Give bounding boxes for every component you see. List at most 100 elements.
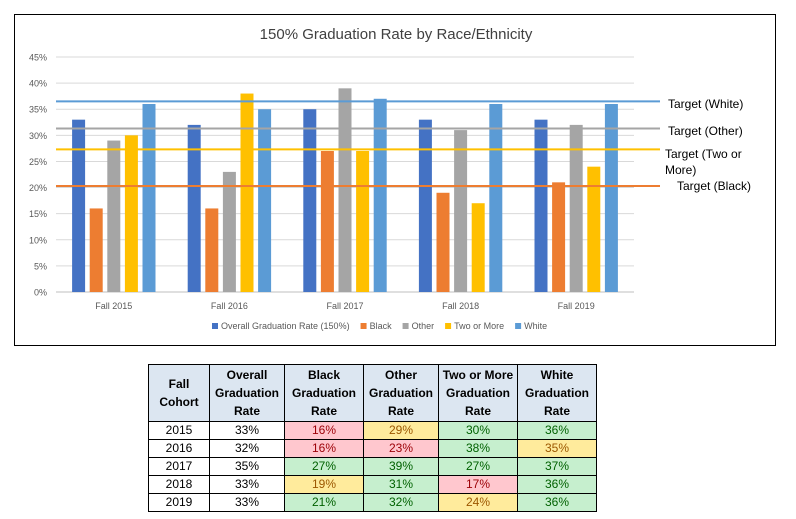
table-header-line: Graduation [368, 386, 433, 400]
bar-black-fall-2017 [320, 151, 334, 292]
table-header-cell: Other Graduation Rate [363, 364, 439, 422]
table-cell: 36% [517, 493, 597, 512]
bar-black-fall-2016 [205, 208, 219, 292]
y-tick-label: 45% [29, 53, 47, 63]
bar-two-or-more-fall-2016 [240, 93, 254, 292]
chart-frame [14, 14, 776, 346]
legend-entry: Overall Graduation Rate (150%) [221, 321, 350, 331]
table-header-line: Rate [387, 404, 414, 418]
table-cell: 29% [363, 421, 439, 440]
bar-other-fall-2018 [454, 130, 468, 292]
target-label-black: Target (Black) [677, 179, 752, 193]
table-cell: 27% [284, 457, 364, 476]
bar-two-or-more-fall-2018 [471, 203, 485, 292]
table-row: 2016 32% 16% 23% 38% 35% [148, 439, 597, 458]
bar-white-fall-2018 [489, 104, 503, 292]
table-header-cell: Two or More Graduation Rate [438, 364, 518, 422]
bar-two-or-more-fall-2015 [124, 135, 138, 292]
table-row: 2018 33% 19% 31% 17% 36% [148, 475, 597, 494]
table-header-line: Black [307, 368, 341, 382]
bar-black-fall-2018 [436, 192, 450, 292]
y-tick-label: 10% [29, 235, 47, 245]
table-cell: 2015 [148, 421, 210, 440]
legend-swatch [212, 323, 218, 329]
legend-entry: White [524, 321, 547, 331]
table-header-line: Rate [464, 404, 491, 418]
table-cell: 2016 [148, 439, 210, 458]
x-tick-label: Fall 2016 [211, 301, 248, 311]
table-header-line: Fall [168, 377, 190, 391]
table-cell: 39% [363, 457, 439, 476]
table-header-cell: White Graduation Rate [517, 364, 597, 422]
bar-white-fall-2017 [373, 98, 387, 293]
table-header-line: Rate [543, 404, 570, 418]
bar-white-fall-2016 [258, 109, 272, 292]
table-header-line: Rate [233, 404, 260, 418]
table-cell: 33% [209, 493, 285, 512]
chart-title: 150% Graduation Rate by Race/Ethnicity [260, 26, 533, 43]
y-tick-label: 20% [29, 183, 47, 193]
table-header-line: Rate [310, 404, 337, 418]
table-cell: 27% [438, 457, 518, 476]
bar-two-or-more-fall-2017 [356, 151, 370, 292]
bar-overall-graduation-rate-150-fall-2018 [418, 119, 432, 293]
table-header-line: Graduation [291, 386, 356, 400]
table-header-cell: Overall Graduation Rate [209, 364, 285, 422]
graduation-table: Fall Cohort Overall Graduation Rate Black Grad… [148, 364, 597, 512]
table-cell: 21% [284, 493, 364, 512]
legend-swatch [360, 323, 367, 329]
target-label-other: Target (Other) [668, 124, 743, 138]
table-cell: 2019 [148, 493, 210, 512]
legend-entry: Other [412, 321, 435, 331]
table-cell: 36% [517, 475, 597, 494]
table-cell: 16% [284, 421, 364, 440]
table-header-row: Fall Cohort Overall Graduation Rate Black Grad… [148, 364, 597, 422]
bar-other-fall-2017 [338, 88, 352, 292]
y-tick-label: 5% [34, 261, 47, 271]
table-header-line: Graduation [524, 386, 589, 400]
x-tick-label: Fall 2017 [326, 301, 363, 311]
y-tick-label: 15% [29, 209, 47, 219]
target-label-two-or-more-line1: Target (Two or [665, 147, 742, 161]
table-cell: 16% [284, 439, 364, 458]
bar-overall-graduation-rate-150-fall-2017 [303, 109, 317, 292]
table-header-line: White [540, 368, 574, 382]
table-cell: 2018 [148, 475, 210, 494]
target-label-two-or-more-line2: More) [665, 163, 697, 177]
table-header-line: Overall [226, 368, 268, 382]
bar-overall-graduation-rate-150-fall-2019 [534, 119, 548, 293]
bar-overall-graduation-rate-150-fall-2016 [187, 124, 201, 292]
table-header-cell: Black Graduation Rate [284, 364, 364, 422]
table-header-line: Two or More [442, 368, 514, 382]
bar-other-fall-2016 [222, 171, 236, 292]
table-cell: 24% [438, 493, 518, 512]
legend-swatch [515, 323, 522, 329]
table-cell: 31% [363, 475, 439, 494]
table-row: 2015 33% 16% 29% 30% 36% [148, 421, 597, 440]
table-header-line: Cohort [159, 395, 199, 409]
table-cell: 37% [517, 457, 597, 476]
bar-two-or-more-fall-2019 [587, 166, 601, 292]
bar-white-fall-2019 [604, 104, 618, 292]
table-cell: 33% [209, 421, 285, 440]
bar-black-fall-2015 [89, 208, 103, 292]
table-cell: 17% [438, 475, 518, 494]
table-cell: 30% [438, 421, 518, 440]
bar-other-fall-2015 [107, 140, 121, 292]
table-header-cell: Fall Cohort [148, 364, 210, 422]
table-cell: 32% [209, 439, 285, 458]
chart: 150% Graduation Rate by Race/Ethnicity 0… [29, 26, 660, 331]
legend-entry: Black [370, 321, 393, 331]
y-tick-label: 30% [29, 131, 47, 141]
y-tick-label: 25% [29, 157, 47, 167]
target-label-white: Target (White) [668, 97, 744, 111]
bar-white-fall-2015 [142, 104, 156, 292]
table-header-line: Other [384, 368, 417, 382]
legend-entry: Two or More [454, 321, 504, 331]
table-cell: 32% [363, 493, 439, 512]
table-cell: 38% [438, 439, 518, 458]
table-cell: 35% [517, 439, 597, 458]
table-cell: 35% [209, 457, 285, 476]
legend-swatch [445, 323, 452, 329]
y-tick-label: 35% [29, 105, 47, 115]
